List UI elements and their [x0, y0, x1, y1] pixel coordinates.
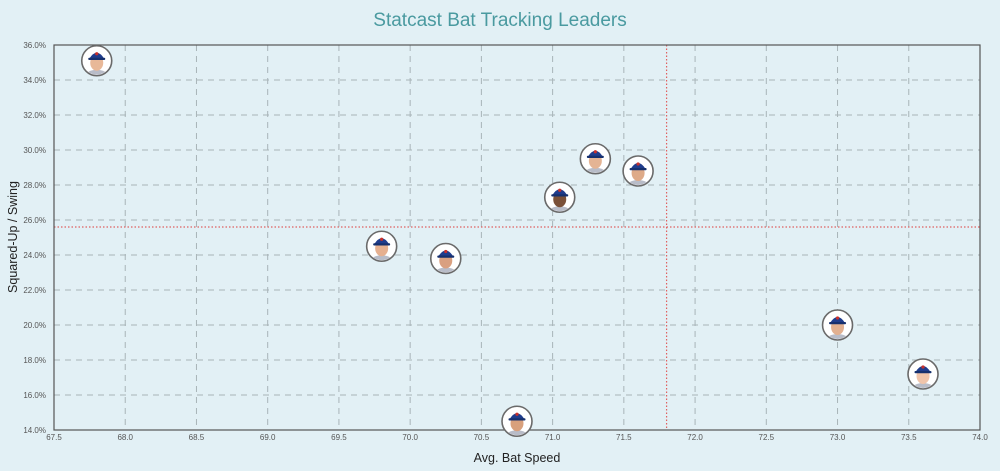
data-points — [80, 44, 939, 442]
y-tick-label: 32.0% — [23, 111, 46, 120]
x-axis-ticks: 67.5 68.0 68.5 69.0 69.5 70.0 70.5 71.0 71.5 72.0… — [46, 433, 988, 442]
avatar-icon — [85, 52, 108, 75]
x-tick-label: 72.0 — [687, 433, 703, 442]
avatar-icon — [627, 162, 650, 185]
player-headshot-marker[interactable] — [543, 181, 576, 218]
avatar-icon — [912, 365, 935, 388]
x-tick-label: 71.5 — [616, 433, 632, 442]
y-tick-label: 26.0% — [23, 216, 46, 225]
x-tick-label: 70.0 — [402, 433, 418, 442]
y-axis-title: Squared-Up / Swing — [6, 181, 20, 293]
chart-title: Statcast Bat Tracking Leaders — [373, 10, 627, 31]
x-tick-label: 67.5 — [46, 433, 62, 442]
avatar-icon — [826, 316, 849, 339]
avatar-icon — [548, 188, 571, 212]
player-headshot-marker[interactable] — [365, 230, 398, 267]
x-axis-title: Avg. Bat Speed — [474, 451, 561, 465]
avatar-icon — [370, 237, 393, 261]
player-headshot-marker[interactable] — [907, 358, 939, 395]
x-tick-label: 72.5 — [759, 433, 775, 442]
y-tick-label: 34.0% — [23, 76, 46, 85]
avatar-icon — [506, 412, 528, 436]
x-tick-label: 71.0 — [545, 433, 561, 442]
x-tick-label: 69.5 — [331, 433, 347, 442]
player-headshot-marker[interactable] — [80, 44, 113, 82]
x-tick-label: 74.0 — [972, 433, 988, 442]
x-tick-label: 68.5 — [189, 433, 205, 442]
y-tick-label: 36.0% — [23, 41, 46, 50]
y-tick-label: 18.0% — [23, 356, 46, 365]
y-tick-label: 14.0% — [23, 426, 46, 435]
x-tick-label: 70.5 — [474, 433, 490, 442]
y-tick-label: 22.0% — [23, 286, 46, 295]
player-headshot-marker[interactable] — [579, 142, 612, 180]
avatar-icon — [584, 150, 607, 173]
avatar-icon — [434, 249, 457, 273]
player-headshot-marker[interactable] — [429, 242, 462, 280]
player-headshot-marker[interactable] — [501, 405, 533, 442]
y-tick-label: 30.0% — [23, 146, 46, 155]
x-tick-label: 73.5 — [901, 433, 917, 442]
x-tick-label: 73.0 — [830, 433, 846, 442]
y-axis-ticks: 14.0% 16.0% 18.0% 20.0% 22.0% 24.0% 26.0% 28.0%… — [23, 41, 46, 435]
player-headshot-marker[interactable] — [821, 309, 854, 346]
x-tick-label: 68.0 — [117, 433, 133, 442]
plot-frame — [53, 44, 981, 431]
y-tick-label: 16.0% — [23, 391, 46, 400]
player-headshot-marker[interactable] — [622, 155, 654, 192]
y-tick-label: 28.0% — [23, 181, 46, 190]
grid-lines — [54, 45, 980, 430]
y-tick-label: 24.0% — [23, 251, 46, 260]
y-tick-label: 20.0% — [23, 321, 46, 330]
x-tick-label: 69.0 — [260, 433, 276, 442]
reference-lines — [54, 45, 980, 430]
